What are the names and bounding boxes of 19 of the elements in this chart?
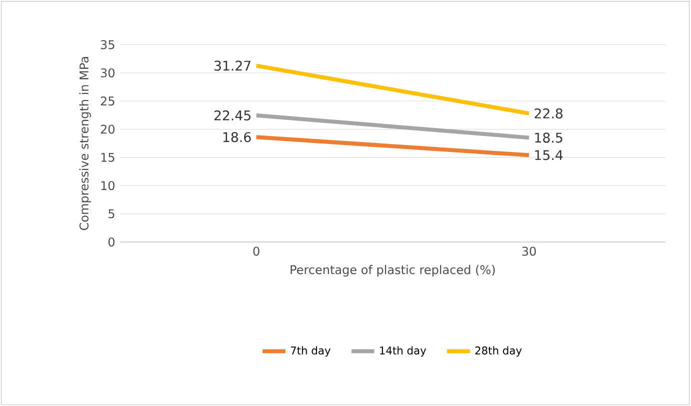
data-label: 31.27 [214, 60, 250, 71]
legend-label: 28th day [475, 346, 522, 357]
data-label: 18.6 [223, 132, 251, 142]
y-tick-label: 25 [100, 96, 114, 106]
y-tick-label: 15 [101, 152, 114, 162]
data-label: 18.5 [535, 132, 562, 143]
legend-label: 7th day [290, 346, 330, 357]
data-label: 15.4 [535, 150, 563, 160]
y-tick-label: 20 [100, 124, 114, 134]
y-tick-label: 35 [100, 40, 114, 50]
data-label: 22.8 [534, 108, 562, 118]
data-label: 22.45 [214, 110, 250, 120]
y-tick-label: 10 [101, 181, 114, 190]
y-tick-label: 0 [108, 237, 114, 247]
y-tick-label: 5 [108, 209, 114, 218]
x-axis-title: Percentage of plastic replaced (%) [290, 264, 495, 277]
y-tick-label: 30 [100, 68, 114, 78]
legend-label: 14th day [380, 346, 426, 357]
y-axis-title: Compressive strength in MPa [79, 57, 91, 230]
